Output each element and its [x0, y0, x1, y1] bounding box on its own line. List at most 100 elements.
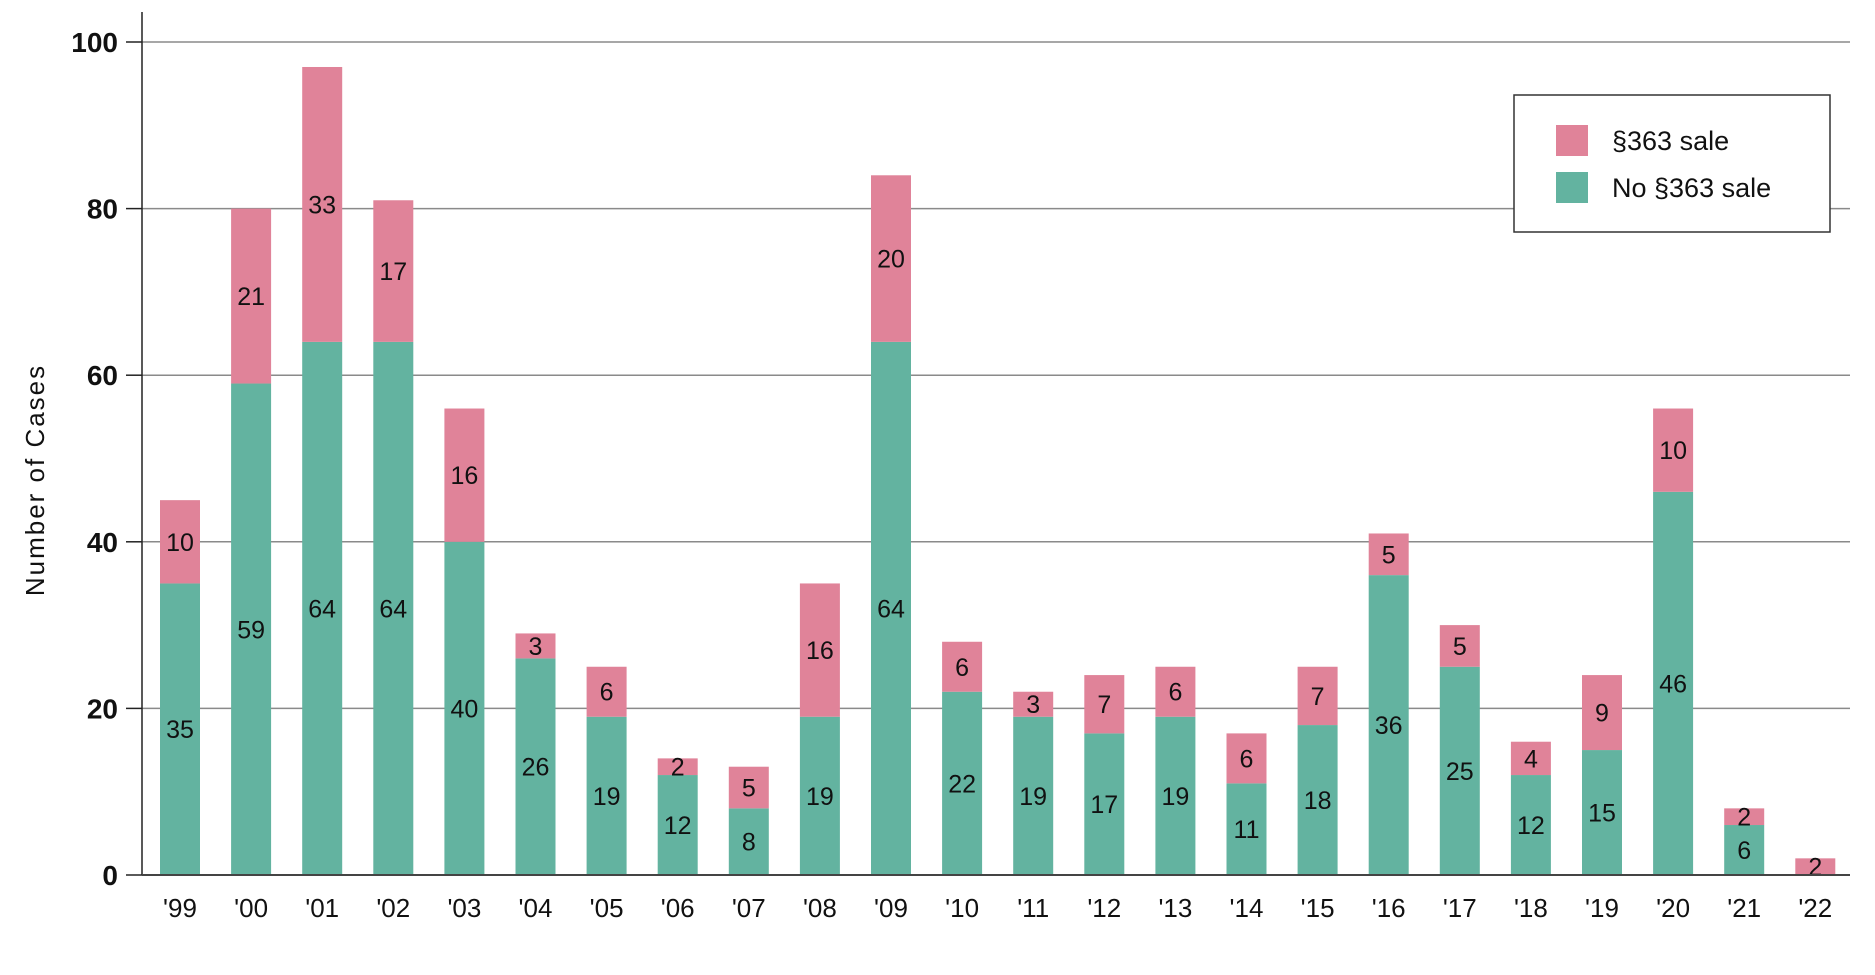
- data-label: 2: [671, 754, 685, 782]
- data-label: 6: [955, 654, 969, 682]
- data-label: 16: [806, 637, 834, 665]
- x-tick-label: '13: [1158, 893, 1192, 923]
- data-label: 19: [1019, 783, 1047, 811]
- data-label: 5: [1453, 633, 1467, 661]
- bar-segment: [657, 758, 698, 776]
- data-label: 18: [1304, 787, 1332, 815]
- legend-label: §363 sale: [1612, 126, 1729, 156]
- x-tick-label: '19: [1585, 893, 1619, 923]
- bar-segment: [657, 775, 698, 875]
- bar-segment: [1439, 666, 1480, 875]
- x-tick-label: '15: [1301, 893, 1335, 923]
- data-label: 46: [1659, 670, 1687, 698]
- data-label: 26: [522, 754, 550, 782]
- data-label: 7: [1311, 683, 1325, 711]
- bar-segment: [1582, 675, 1622, 751]
- x-tick-label: '03: [447, 893, 481, 923]
- legend-swatch: [1556, 125, 1588, 156]
- data-label: 6: [1240, 745, 1254, 773]
- x-tick-label: '02: [376, 893, 410, 923]
- bar-segment: [231, 208, 272, 384]
- x-tick-label: '01: [305, 893, 339, 923]
- data-label: 16: [450, 462, 478, 490]
- x-tick-label: '17: [1443, 893, 1477, 923]
- bar-segment: [1226, 783, 1267, 875]
- bar-segment: [1013, 691, 1054, 717]
- data-label: 64: [877, 595, 905, 623]
- bar-segment: [444, 541, 485, 875]
- data-label: 20: [877, 246, 905, 274]
- data-label: 40: [450, 695, 478, 723]
- data-label: 6: [600, 679, 614, 707]
- bar-segment: [302, 66, 343, 342]
- data-label: 6: [1737, 837, 1751, 865]
- x-tick-label: '18: [1514, 893, 1548, 923]
- x-tick-label: '12: [1087, 893, 1121, 923]
- data-label: 17: [379, 258, 407, 286]
- legend-box: [1513, 94, 1831, 233]
- bar-segment: [231, 383, 272, 875]
- data-label: 2: [1737, 804, 1751, 832]
- x-tick-label: '04: [519, 893, 553, 923]
- bar-segment: [728, 766, 769, 809]
- data-label: 5: [1382, 541, 1396, 569]
- data-label: 3: [529, 633, 543, 661]
- bar-segment: [1297, 725, 1338, 875]
- bar-segment: [515, 633, 556, 659]
- data-label: 59: [237, 616, 265, 644]
- bar-segment: [1795, 858, 1836, 875]
- bar-segment: [1013, 716, 1054, 875]
- data-label: 8: [742, 829, 756, 857]
- data-label: 19: [1161, 783, 1189, 811]
- y-tick-label: 0: [102, 860, 118, 891]
- data-label: 33: [308, 191, 336, 219]
- legend-label: No §363 sale: [1612, 173, 1771, 203]
- data-label: 3: [1026, 691, 1040, 719]
- bar-segment: [799, 716, 840, 875]
- x-tick-label: '09: [874, 893, 908, 923]
- bar-segment: [160, 583, 200, 875]
- y-axis-label: Number of Cases: [20, 364, 50, 596]
- bar-segment: [1226, 733, 1267, 784]
- y-tick-label: 80: [87, 194, 118, 225]
- bar-segment: [942, 691, 983, 875]
- bar-segment: [1510, 741, 1551, 776]
- data-label: 10: [1659, 437, 1687, 465]
- axes: 0 20 40 60 80 100 '99 '00 '01 '02 '03 '04 '05 '06 '07 '…: [71, 12, 1850, 923]
- data-label: 5: [742, 775, 756, 803]
- data-label: 19: [593, 783, 621, 811]
- y-tick-label: 60: [87, 360, 118, 391]
- data-label: 10: [166, 529, 194, 557]
- x-tick-label: '99: [163, 893, 197, 923]
- bar-segment: [942, 641, 983, 692]
- x-tick-label: '20: [1656, 893, 1690, 923]
- y-tick-label: 20: [87, 693, 118, 724]
- bar-segment: [1297, 666, 1338, 726]
- bar-segment: [1510, 775, 1551, 875]
- x-tick-label: '22: [1798, 893, 1832, 923]
- data-label: 4: [1524, 745, 1538, 773]
- bar-segment: [1155, 716, 1196, 875]
- y-tick-label: 40: [87, 527, 118, 558]
- bar-segment: [1653, 408, 1694, 492]
- x-tick-label: '00: [234, 893, 268, 923]
- bar-segment: [515, 658, 556, 875]
- x-tick-label: '11: [1017, 893, 1049, 923]
- data-label: 12: [664, 812, 692, 840]
- bar-segment: [1653, 491, 1694, 875]
- legend-swatch: [1556, 172, 1588, 203]
- data-label: 6: [1168, 679, 1182, 707]
- x-tick-label: '16: [1372, 893, 1406, 923]
- bar-segment: [728, 808, 769, 875]
- bar-segment: [1439, 625, 1480, 667]
- x-tick-label: '14: [1230, 893, 1264, 923]
- data-label: 11: [1234, 816, 1260, 844]
- bar-segment: [302, 341, 343, 875]
- bar-segment: [871, 341, 911, 875]
- data-label: 2: [1808, 854, 1822, 882]
- data-label: 64: [308, 595, 336, 623]
- bars: [160, 66, 1836, 875]
- x-tick-label: '07: [732, 893, 766, 923]
- y-tick-label: 100: [71, 27, 118, 58]
